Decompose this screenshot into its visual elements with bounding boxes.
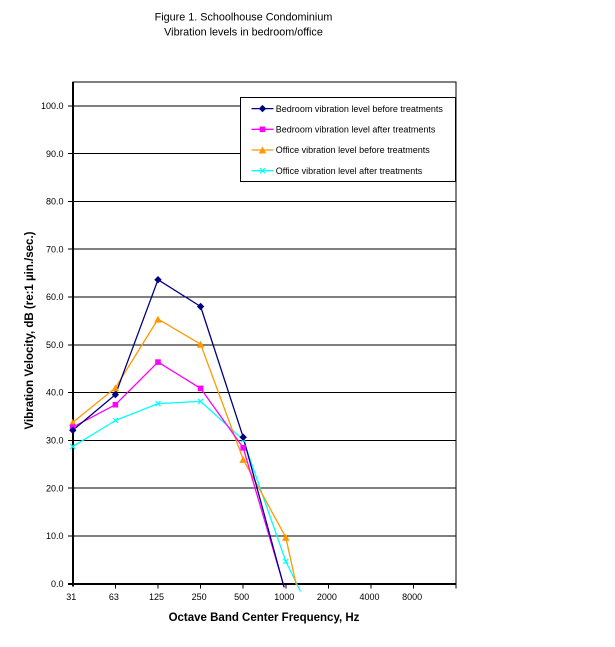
svg-text:8000: 8000 bbox=[402, 592, 422, 602]
svg-text:500: 500 bbox=[234, 592, 249, 602]
svg-text:250: 250 bbox=[192, 592, 207, 602]
svg-text:Vibration levels in bedroom/of: Vibration levels in bedroom/office bbox=[164, 27, 323, 39]
svg-text:50.0: 50.0 bbox=[46, 340, 64, 350]
svg-text:90.0: 90.0 bbox=[46, 149, 64, 159]
svg-text:40.0: 40.0 bbox=[46, 388, 64, 398]
svg-text:10.0: 10.0 bbox=[46, 531, 64, 541]
svg-text:2000: 2000 bbox=[317, 592, 337, 602]
svg-text:60.0: 60.0 bbox=[46, 292, 64, 302]
svg-text:Office vibration level after t: Office vibration level after treatments bbox=[276, 166, 423, 176]
svg-text:31: 31 bbox=[66, 592, 76, 602]
svg-text:Office vibration level before: Office vibration level before treatments bbox=[276, 145, 430, 155]
svg-text:1000: 1000 bbox=[274, 592, 294, 602]
svg-text:0.0: 0.0 bbox=[51, 579, 64, 589]
svg-text:70.0: 70.0 bbox=[46, 244, 64, 254]
svg-text:4000: 4000 bbox=[359, 592, 379, 602]
svg-text:30.0: 30.0 bbox=[46, 436, 64, 446]
svg-text:63: 63 bbox=[109, 592, 119, 602]
svg-text:125: 125 bbox=[149, 592, 164, 602]
svg-text:Octave Band Center Frequency,: Octave Band Center Frequency, Hz bbox=[169, 612, 360, 624]
svg-text:Bedroom vibration level after: Bedroom vibration level after treatments bbox=[276, 125, 436, 135]
svg-text:Bedroom vibration level before: Bedroom vibration level before treatment… bbox=[276, 104, 444, 114]
svg-text:Vibration Velocity, dB (re:1 µ: Vibration Velocity, dB (re:1 µin./sec.) bbox=[24, 231, 36, 429]
svg-text:Figure 1. Schoolhouse Condomin: Figure 1. Schoolhouse Condominium bbox=[155, 12, 333, 24]
svg-text:80.0: 80.0 bbox=[46, 197, 64, 207]
svg-text:100.0: 100.0 bbox=[41, 101, 64, 111]
svg-text:20.0: 20.0 bbox=[46, 483, 64, 493]
